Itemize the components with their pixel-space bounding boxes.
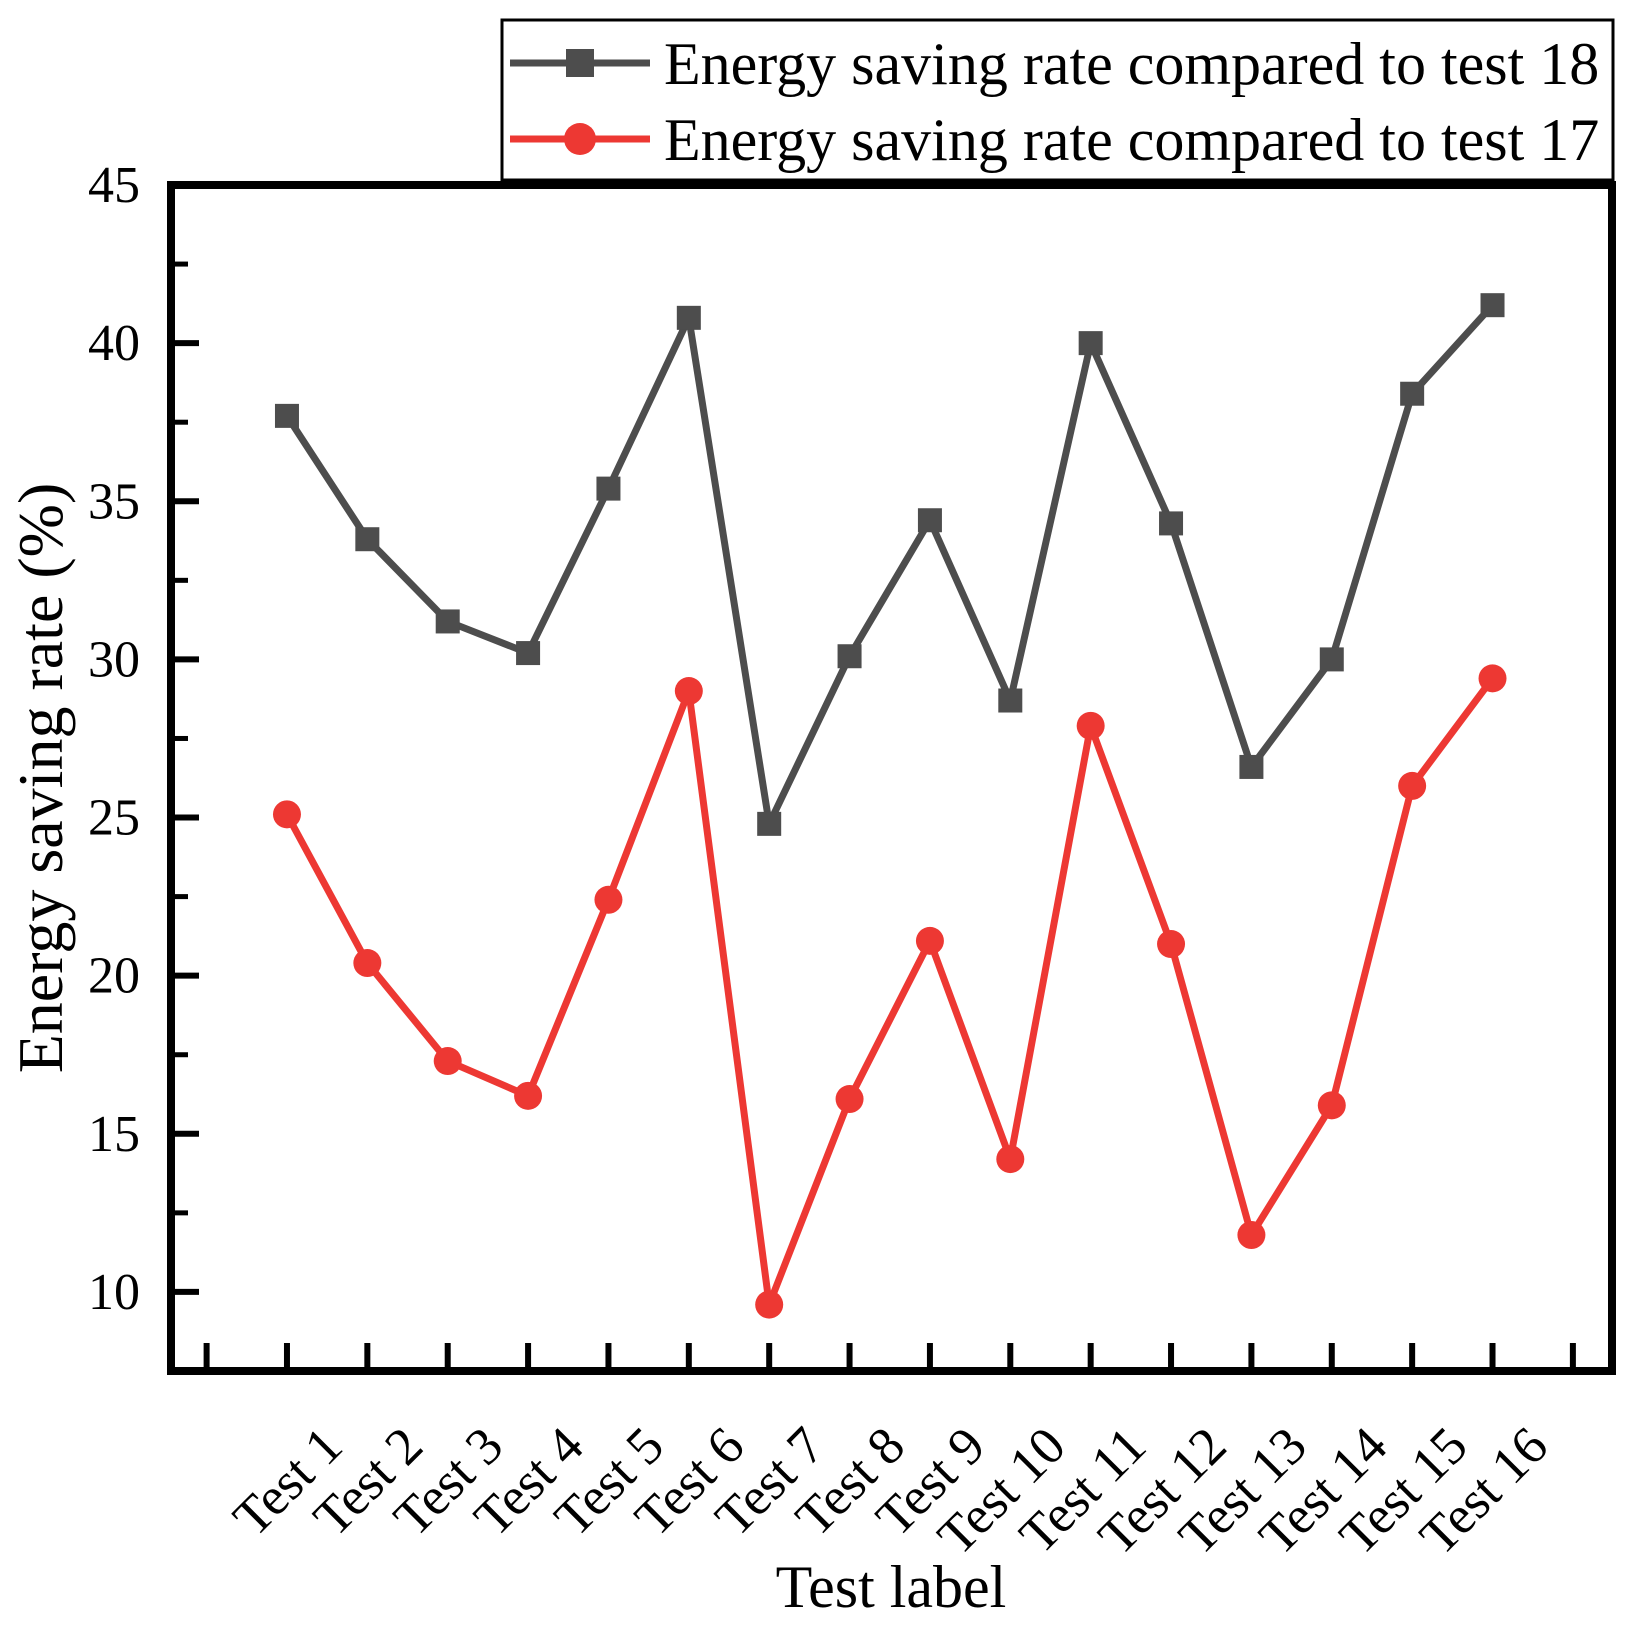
y-tick-label: 45 bbox=[88, 157, 140, 214]
data-point-marker bbox=[998, 688, 1023, 713]
legend-circle-marker-icon bbox=[564, 123, 596, 155]
legend-box bbox=[500, 18, 1615, 182]
y-tick-label: 35 bbox=[88, 473, 140, 530]
data-point-marker bbox=[272, 800, 301, 829]
data-point-marker bbox=[1319, 647, 1344, 672]
data-point-marker bbox=[1478, 664, 1507, 693]
data-point-marker bbox=[674, 677, 703, 706]
data-point-marker bbox=[1480, 293, 1505, 318]
data-point-marker bbox=[915, 926, 944, 955]
data-point-marker bbox=[1398, 771, 1427, 800]
data-point-marker bbox=[353, 949, 382, 978]
legend: Energy saving rate compared to test 18 E… bbox=[500, 18, 1615, 182]
data-point-marker bbox=[1237, 1221, 1266, 1250]
y-axis-tick-labels: 10 15 20 25 30 35 40 45 bbox=[88, 157, 140, 1321]
data-point-marker bbox=[596, 476, 621, 501]
y-tick-label: 15 bbox=[88, 1106, 140, 1163]
data-point-marker bbox=[435, 609, 460, 634]
data-point-marker bbox=[755, 1290, 784, 1319]
data-point-marker bbox=[996, 1145, 1025, 1174]
data-point-marker bbox=[355, 527, 380, 552]
y-tick-label: 30 bbox=[88, 631, 140, 688]
legend-square-marker-icon bbox=[566, 49, 594, 77]
data-point-marker bbox=[917, 508, 942, 533]
y-tick-label: 25 bbox=[88, 790, 140, 847]
data-point-marker bbox=[1239, 754, 1264, 779]
data-point-marker bbox=[1159, 511, 1184, 536]
y-tick-label: 10 bbox=[88, 1264, 140, 1321]
data-point-marker bbox=[514, 1081, 543, 1110]
data-point-marker bbox=[1157, 930, 1186, 959]
data-point-marker bbox=[433, 1047, 462, 1076]
data-point-marker bbox=[1078, 331, 1103, 356]
legend-label: Energy saving rate compared to test 17 bbox=[664, 107, 1599, 173]
y-axis-ticks bbox=[173, 182, 199, 1295]
data-point-marker bbox=[274, 403, 299, 428]
y-axis-title: Energy saving rate (%) bbox=[5, 483, 76, 1074]
data-point-marker bbox=[1076, 711, 1105, 740]
legend-entry: Energy saving rate compared to test 17 bbox=[510, 107, 1599, 173]
data-point-marker bbox=[757, 811, 782, 836]
data-point-marker bbox=[594, 885, 623, 914]
data-point-marker bbox=[1317, 1091, 1346, 1120]
series-test18-line bbox=[284, 302, 1496, 836]
data-series bbox=[272, 293, 1507, 1319]
data-point-marker bbox=[835, 1085, 864, 1114]
x-axis-ticks bbox=[203, 1343, 1576, 1369]
data-point-marker bbox=[676, 305, 701, 330]
legend-label: Energy saving rate compared to test 18 bbox=[664, 31, 1599, 97]
legend-entry: Energy saving rate compared to test 18 bbox=[510, 31, 1599, 97]
series-test17-line bbox=[283, 676, 1496, 1306]
y-tick-label: 20 bbox=[88, 948, 140, 1005]
y-tick-label: 40 bbox=[88, 315, 140, 372]
x-axis-title: Test label bbox=[776, 1554, 1007, 1620]
data-point-marker bbox=[837, 644, 862, 669]
data-point-marker bbox=[1400, 381, 1425, 406]
plot-frame bbox=[167, 181, 1616, 1375]
data-point-marker bbox=[516, 641, 541, 666]
